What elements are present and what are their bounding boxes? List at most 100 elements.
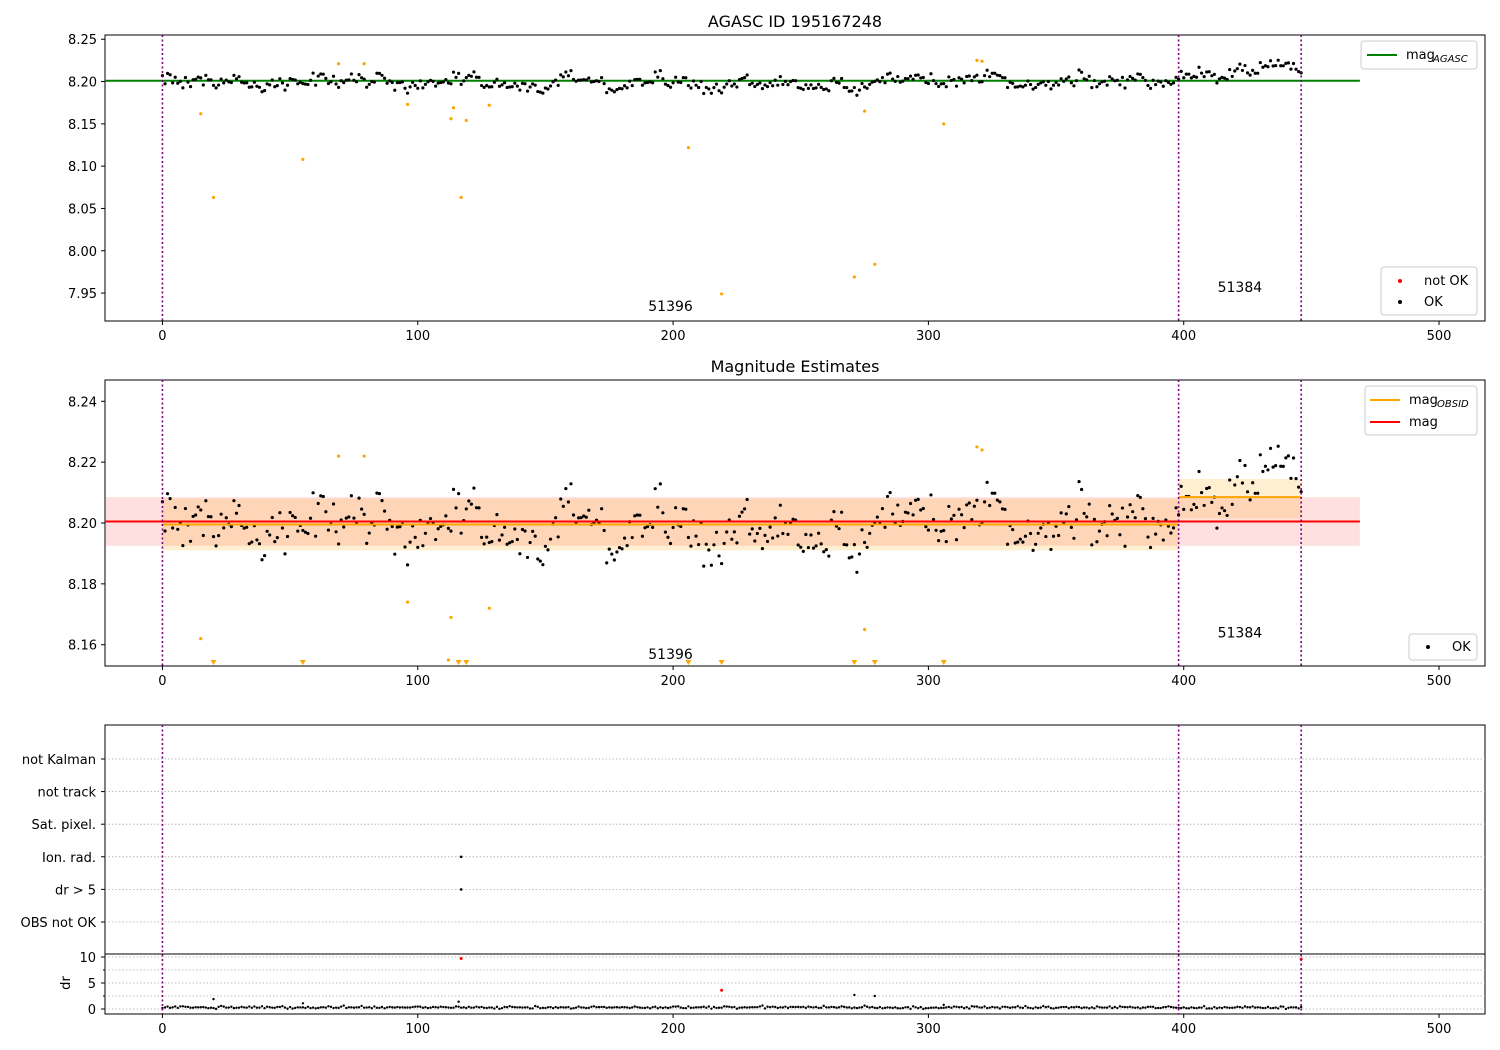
dr-ytick-label: 5: [88, 977, 96, 992]
ok-point: [878, 80, 882, 84]
ok-point: [1243, 463, 1247, 468]
ok-point: [444, 514, 448, 518]
ok-point: [301, 82, 305, 86]
legend-box: [1360, 40, 1478, 70]
ok-point: [183, 75, 188, 80]
ok-point: [883, 525, 887, 529]
ok-point: [939, 82, 943, 86]
dr-point: [911, 1005, 915, 1008]
estimates-ytick-label: 8.24: [68, 395, 97, 410]
dr-point: [608, 1006, 611, 1009]
ok-point: [842, 542, 846, 547]
ok-point: [347, 78, 351, 82]
dr-point: [888, 1006, 892, 1009]
ok-point: [801, 549, 805, 554]
ok-point: [801, 87, 805, 92]
dr-point: [761, 1004, 764, 1007]
ok-point: [970, 78, 974, 83]
dr-point: [587, 1006, 591, 1010]
outlier-point: [942, 122, 946, 126]
ok-point: [671, 525, 675, 530]
dr-point: [549, 1005, 552, 1009]
outlier-point: [337, 62, 341, 66]
lower-limit-arrow: [299, 660, 306, 665]
ok-point: [1187, 72, 1191, 76]
ok-point: [916, 497, 920, 501]
dr-point: [776, 1006, 779, 1010]
dr-point: [454, 1005, 458, 1008]
outlier-point: [446, 658, 451, 662]
ok-point: [194, 513, 198, 517]
ok-point: [806, 86, 811, 90]
dr-point: [1021, 1006, 1025, 1010]
dr-point: [947, 1005, 951, 1009]
ok-point: [485, 535, 489, 539]
ok-point: [502, 525, 507, 529]
ok-point: [908, 74, 913, 78]
ok-point: [163, 529, 167, 533]
ok-point: [995, 498, 999, 502]
ok-point: [781, 531, 785, 536]
dr-point: [1251, 1005, 1254, 1008]
dr-point: [850, 1007, 854, 1010]
ok-point: [1222, 509, 1227, 513]
dr-point: [582, 1006, 585, 1009]
dr-point: [784, 1005, 787, 1008]
dr-point: [633, 1005, 636, 1008]
ok-point: [993, 491, 997, 495]
ok-point: [947, 504, 951, 509]
ok-point: [454, 75, 458, 79]
ok-point: [1268, 59, 1273, 63]
dr-point: [294, 1006, 297, 1010]
dr-point: [265, 1005, 269, 1008]
outlier-point: [405, 600, 410, 604]
ok-point: [201, 533, 205, 538]
dr-point: [1062, 1005, 1065, 1009]
dr-point: [329, 1005, 333, 1009]
ok-point: [183, 506, 188, 511]
dr-point: [1026, 1006, 1030, 1009]
ok-point: [421, 544, 425, 548]
dr-point: [442, 1005, 445, 1009]
dr-point: [1228, 1006, 1231, 1009]
dr-point: [204, 1006, 208, 1009]
dr-point: [883, 1006, 887, 1010]
ok-point: [303, 530, 308, 534]
ok-point: [740, 76, 744, 81]
dr-point: [937, 1007, 940, 1010]
ok-point: [811, 546, 816, 550]
ok-point: [1067, 504, 1071, 509]
estimates-xtick-label: 500: [1427, 674, 1452, 689]
ok-point: [531, 82, 535, 86]
agasc-xtick-label: 0: [158, 329, 166, 344]
ok-point: [702, 91, 706, 96]
ok-point: [548, 84, 553, 88]
ok-point: [1230, 502, 1234, 506]
dr-point: [623, 1006, 626, 1009]
ok-point: [1125, 515, 1130, 519]
ok-point: [661, 511, 665, 515]
dr-point: [988, 1006, 991, 1009]
ok-point: [1194, 505, 1199, 510]
estimates-xtick-label: 0: [158, 674, 166, 689]
dr-point: [447, 1006, 450, 1009]
dr-point: [184, 1005, 187, 1009]
ok-point: [745, 497, 749, 502]
dr-point: [766, 1005, 769, 1008]
dr-outlier-point: [212, 997, 215, 1001]
dr-point: [360, 1004, 363, 1008]
ok-point: [1207, 486, 1211, 490]
dr-point: [809, 1005, 813, 1009]
ok-point: [1268, 446, 1273, 450]
dr-point: [812, 1006, 815, 1009]
dr-point: [1169, 1005, 1173, 1009]
estimates-ytick-label: 8.18: [68, 578, 97, 593]
dr-point: [511, 1005, 514, 1009]
ok-point: [763, 533, 767, 537]
ok-point: [686, 83, 691, 88]
dr-point: [1024, 1004, 1027, 1008]
ok-point: [875, 515, 879, 519]
dr-point: [1008, 1006, 1012, 1010]
dr-point: [894, 1006, 897, 1009]
dr-point: [1054, 1006, 1058, 1010]
